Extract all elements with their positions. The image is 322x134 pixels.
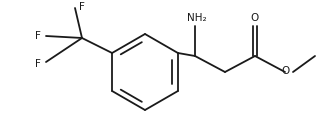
Text: F: F	[35, 31, 41, 41]
Text: O: O	[251, 13, 259, 23]
Text: F: F	[35, 59, 41, 69]
Text: NH₂: NH₂	[187, 13, 207, 23]
Text: F: F	[79, 2, 85, 12]
Text: O: O	[282, 66, 290, 76]
